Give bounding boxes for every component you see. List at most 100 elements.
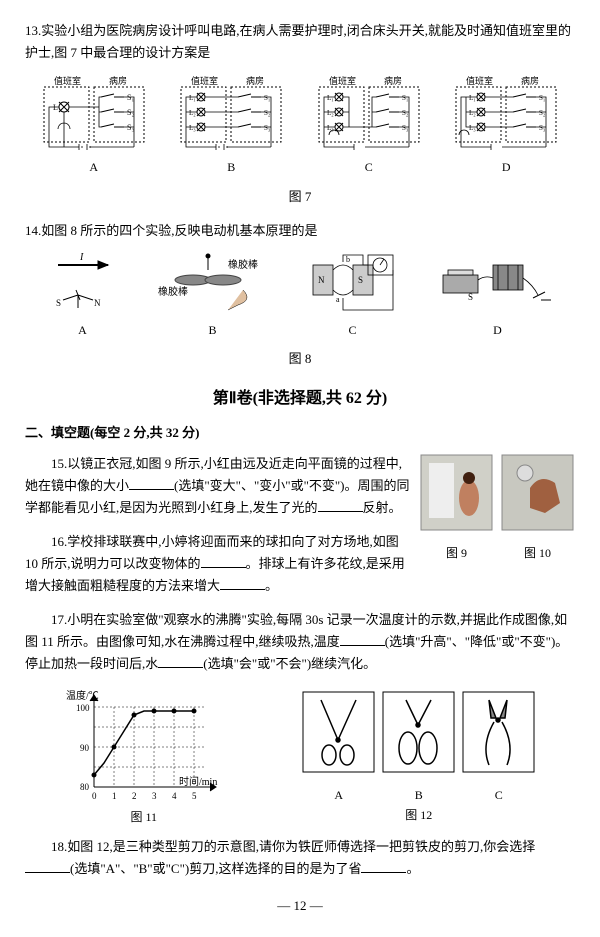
fig9-label: 图 9 bbox=[419, 543, 494, 563]
svg-text:L₃: L₃ bbox=[189, 124, 196, 132]
svg-text:b: b bbox=[346, 255, 350, 264]
svg-text:a: a bbox=[336, 295, 340, 304]
blank bbox=[340, 632, 385, 646]
opt-d: D bbox=[433, 320, 563, 340]
opt-c: C bbox=[461, 785, 536, 805]
svg-text:病房: 病房 bbox=[521, 75, 539, 86]
blank bbox=[318, 498, 363, 512]
svg-text:病房: 病房 bbox=[384, 75, 402, 86]
svg-text:L₂: L₂ bbox=[327, 109, 334, 117]
svg-text:S₃: S₃ bbox=[402, 124, 409, 132]
svg-text:L₃: L₃ bbox=[469, 124, 476, 132]
q17-figures: 温度/℃ 1009080 012345 时间/min 图 11 A B C 图 … bbox=[25, 687, 575, 827]
pg: 12 bbox=[294, 898, 307, 913]
svg-text:S₂: S₂ bbox=[539, 109, 546, 117]
opt-c: C bbox=[314, 157, 424, 177]
svg-text:5: 5 bbox=[192, 791, 197, 801]
fig8-label: 图 8 bbox=[25, 348, 575, 370]
q17-t3: (选填"会"或"不会")继续汽化。 bbox=[203, 656, 376, 671]
svg-text:L₁: L₁ bbox=[469, 94, 476, 102]
q14-text: 如图 8 所示的四个实验,反映电动机基本原理的是 bbox=[41, 223, 317, 238]
opt-b: B bbox=[381, 785, 456, 805]
q18-t3: 。 bbox=[406, 861, 419, 876]
svg-text:S: S bbox=[468, 292, 473, 302]
q13-circuit-a: 值班室 病房 L S₁ S₂ S₃ A bbox=[39, 72, 149, 177]
opt-a: A bbox=[39, 157, 149, 177]
q16-num: 16. bbox=[51, 534, 67, 549]
svg-text:值班室: 值班室 bbox=[54, 75, 81, 86]
svg-text:值班室: 值班室 bbox=[466, 75, 493, 86]
svg-text:值班室: 值班室 bbox=[191, 75, 218, 86]
opt-c: C bbox=[298, 320, 408, 340]
svg-text:80: 80 bbox=[80, 782, 90, 792]
svg-text:S₂: S₂ bbox=[402, 109, 409, 117]
svg-text:L₁: L₁ bbox=[327, 94, 334, 102]
fig10-label: 图 10 bbox=[500, 543, 575, 563]
blank bbox=[220, 576, 265, 590]
section-2-header: 第Ⅱ卷(非选择题,共 62 分) bbox=[25, 385, 575, 412]
fig9-10: 图 9 图 10 bbox=[419, 453, 575, 563]
opt-b: B bbox=[176, 157, 286, 177]
fig7-label: 图 7 bbox=[25, 186, 575, 208]
q16-t3: 。 bbox=[265, 578, 278, 593]
opt-a: A bbox=[301, 785, 376, 805]
opt-a: A bbox=[38, 320, 128, 340]
svg-text:90: 90 bbox=[80, 743, 90, 753]
svg-text:S: S bbox=[358, 275, 363, 285]
q18-num: 18. bbox=[51, 839, 67, 854]
fig11-label: 图 11 bbox=[64, 807, 224, 827]
svg-text:0: 0 bbox=[92, 791, 97, 801]
svg-text:S₁: S₁ bbox=[539, 94, 545, 102]
q14-exp-a: I S N A bbox=[38, 250, 128, 340]
svg-text:2: 2 bbox=[132, 791, 137, 801]
fig11-chart: 温度/℃ 1009080 012345 时间/min 图 11 bbox=[64, 687, 224, 827]
blank bbox=[361, 859, 406, 873]
svg-text:S₂: S₂ bbox=[264, 109, 271, 117]
svg-text:S₁: S₁ bbox=[127, 93, 134, 102]
svg-text:S₁: S₁ bbox=[264, 94, 270, 102]
svg-text:4: 4 bbox=[172, 791, 177, 801]
q13-figures: 值班室 病房 L S₁ S₂ S₃ A 值班室病房 L₁ L₂ L₃ S₁ S₂ … bbox=[25, 72, 575, 177]
q13-circuit-d: 值班室病房 L₁ L₂ L₃ S₁ S₂ S₃ D bbox=[451, 72, 561, 177]
q18-t2: (选填"A"、"B"或"C")剪刀,这样选择的目的是为了省 bbox=[70, 861, 361, 876]
question-14: 14.如图 8 所示的四个实验,反映电动机基本原理的是 I SN A 橡胶棒橡胶… bbox=[25, 220, 575, 371]
svg-text:S₃: S₃ bbox=[539, 124, 546, 132]
svg-text:值班室: 值班室 bbox=[329, 75, 356, 86]
blank bbox=[25, 859, 70, 873]
q13-circuit-b: 值班室病房 L₁ L₂ L₃ S₁ S₂ S₃ B bbox=[176, 72, 286, 177]
svg-text:100: 100 bbox=[76, 703, 90, 713]
svg-text:S₁: S₁ bbox=[402, 94, 408, 102]
svg-text:橡胶棒: 橡胶棒 bbox=[228, 258, 258, 271]
question-18: 18.如图 12,是三种类型剪刀的示意图,请你为铁匠师傅选择一把剪铁皮的剪刀,你… bbox=[25, 836, 575, 880]
svg-text:N: N bbox=[94, 298, 101, 308]
fig12-scissors: A B C 图 12 bbox=[301, 690, 536, 826]
svg-text:S₃: S₃ bbox=[127, 123, 134, 132]
fill-blank-header: 二、填空题(每空 2 分,共 32 分) bbox=[25, 422, 575, 444]
q13-circuit-c: 值班室病房 L₁ L₂ L₃ S₁ S₂ S₃ C bbox=[314, 72, 424, 177]
q18-t1: 如图 12,是三种类型剪刀的示意图,请你为铁匠师傅选择一把剪铁皮的剪刀,你会选择 bbox=[67, 839, 535, 854]
opt-b: B bbox=[153, 320, 273, 340]
page-number: — 12 — bbox=[25, 895, 575, 917]
svg-text:时间/min: 时间/min bbox=[179, 775, 217, 788]
fig12-label: 图 12 bbox=[301, 805, 536, 825]
svg-text:病房: 病房 bbox=[109, 75, 127, 86]
svg-text:N: N bbox=[318, 275, 325, 285]
q13-num: 13. bbox=[25, 23, 41, 38]
question-17: 17.小明在实验室做"观察水的沸腾"实验,每隔 30s 记录一次温度计的示数,并… bbox=[25, 609, 575, 675]
svg-text:L₁: L₁ bbox=[189, 94, 196, 102]
svg-text:L₂: L₂ bbox=[469, 109, 476, 117]
svg-text:S: S bbox=[56, 298, 61, 308]
q13-text: 实验小组为医院病房设计呼叫电路,在病人需要护理时,闭合床头开关,就能及时通知值班… bbox=[25, 23, 571, 60]
svg-text:L₂: L₂ bbox=[189, 109, 196, 117]
svg-text:L: L bbox=[53, 103, 58, 112]
blank bbox=[201, 554, 246, 568]
q14-exp-c: N S a b C bbox=[298, 250, 408, 340]
blank bbox=[129, 476, 174, 490]
blank bbox=[158, 654, 203, 668]
svg-text:3: 3 bbox=[152, 791, 157, 801]
svg-text:1: 1 bbox=[112, 791, 117, 801]
svg-text:I: I bbox=[79, 252, 84, 263]
svg-text:S₂: S₂ bbox=[127, 108, 134, 117]
q14-figures: I SN A 橡胶棒橡胶棒 B N S ab C S D bbox=[25, 250, 575, 340]
q14-num: 14. bbox=[25, 223, 41, 238]
